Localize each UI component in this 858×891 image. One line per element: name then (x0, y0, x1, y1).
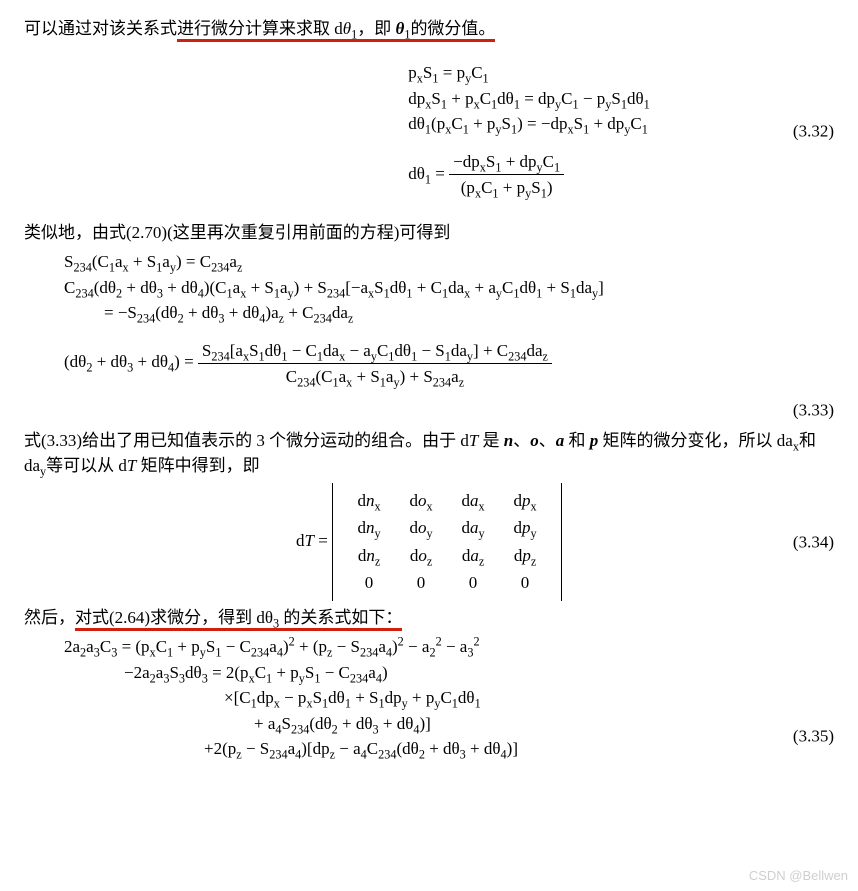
matrix-cell: doy (395, 514, 447, 542)
matrix-cell: 0 (499, 569, 551, 597)
matrix-cell: doz (395, 542, 447, 570)
eq34-matrix: dnxdoxdaxdpxdnydoydaydpydnzdozdazdpz0000 (332, 483, 562, 601)
paragraph-similarly: 类似地，由式(2.70)(这里再次重复引用前面的方程)可得到 (24, 220, 834, 246)
matrix-cell: dpz (499, 542, 551, 570)
matrix-cell: 0 (395, 569, 447, 597)
eq34-number: (3.34) (793, 529, 834, 555)
eq32-number: (3.32) (793, 118, 834, 144)
intro-paragraph: 可以通过对该关系式进行微分计算来求取 dθ1，即 θ1的微分值。 (24, 16, 834, 42)
eq32-l2: dpxS1 + pxC1dθ1 = dpyC1 − pyS1dθ1 (408, 86, 649, 112)
matrix-cell: 0 (447, 569, 499, 597)
eq33-l4: (dθ2 + dθ3 + dθ4) = S234[axS1dθ1 − C1dax… (64, 338, 834, 390)
eq33-l2: C234(dθ2 + dθ3 + dθ4)(C1ax + S1ay) + S23… (64, 275, 834, 301)
paragraph-dT: 式(3.33)给出了用已知值表示的 3 个微分运动的组合。由于 dT 是 n、o… (24, 428, 834, 479)
matrix-cell: dnz (343, 542, 395, 570)
eq33-l1: S234(C1ax + S1ay) = C234az (64, 249, 834, 275)
matrix-cell: dpx (499, 487, 551, 515)
matrix-cell: dpy (499, 514, 551, 542)
eq32-fraction: −dpxS1 + dpyC1 (pxC1 + pyS1) (449, 149, 564, 201)
eq35-l2: −2a2a3S3dθ3 = 2(pxC1 + pyS1 − C234a4) (24, 660, 834, 686)
eq32-l3: dθ1(pxC1 + pyS1) = −dpxS1 + dpyC1 (408, 111, 649, 137)
watermark: CSDN @Bellwen (749, 866, 848, 886)
matrix-row: 0000 (343, 569, 551, 597)
matrix-cell: daz (447, 542, 499, 570)
matrix-cell: dny (343, 514, 395, 542)
matrix-cell: day (447, 514, 499, 542)
eq35-l5: +2(pz − S234a4)[dpz − a4C234(dθ2 + dθ3 +… (24, 736, 834, 762)
equation-3-33-num-row: (3.33) (24, 396, 834, 424)
eq34-lhs: dT = (296, 530, 332, 549)
p1-text-a: 可以通过对该关系式 (24, 19, 177, 38)
matrix-cell: dox (395, 487, 447, 515)
equation-3-33-body: S234(C1ax + S1ay) = C234az C234(dθ2 + dθ… (24, 249, 834, 390)
eq35-l1: 2a2a3C3 = (pxC1 + pyS1 − C234a4)2 + (pz … (24, 634, 834, 660)
eq33-number: (3.33) (793, 397, 834, 423)
matrix-row: dnydoydaydpy (343, 514, 551, 542)
matrix-row: dnzdozdazdpz (343, 542, 551, 570)
paragraph-then: 然后，对式(2.64)求微分，得到 dθ3 的关系式如下： (24, 605, 834, 631)
eq35-l3: ×[C1dpx − pxS1dθ1 + S1dpy + pyC1dθ1 (24, 685, 834, 711)
eq33-l3: = −S234(dθ2 + dθ3 + dθ4)az + C234daz (64, 300, 834, 326)
p4-underline: 对式(2.64)求微分，得到 dθ3 的关系式如下： (75, 608, 402, 631)
matrix-cell: dnx (343, 487, 395, 515)
equation-3-34: dT = dnxdoxdaxdpxdnydoydaydpydnzdozdazdp… (24, 483, 834, 601)
eq33-fraction: S234[axS1dθ1 − C1dax − ayC1dθ1 − S1day] … (198, 338, 552, 390)
matrix-cell: 0 (343, 569, 395, 597)
matrix-row: dnxdoxdaxdpx (343, 487, 551, 515)
eq35-number: (3.35) (793, 723, 834, 749)
p1-underline: 进行微分计算来求取 dθ1，即 θ1的微分值。 (177, 19, 495, 42)
eq32-lines: pxS1 = pyC1 dpxS1 + pxC1dθ1 = dpyC1 − py… (408, 60, 649, 201)
matrix-cell: dax (447, 487, 499, 515)
eq35-l4: + a4S234(dθ2 + dθ3 + dθ4)] (24, 711, 834, 737)
equation-3-32: pxS1 = pyC1 dpxS1 + pxC1dθ1 = dpyC1 − py… (24, 46, 834, 216)
equation-3-35: 2a2a3C3 = (pxC1 + pyS1 − C234a4)2 + (pz … (24, 634, 834, 804)
eq32-l1: pxS1 = pyC1 (408, 60, 649, 86)
eq32-l4: dθ1 = −dpxS1 + dpyC1 (pxC1 + pyS1) (408, 149, 649, 201)
